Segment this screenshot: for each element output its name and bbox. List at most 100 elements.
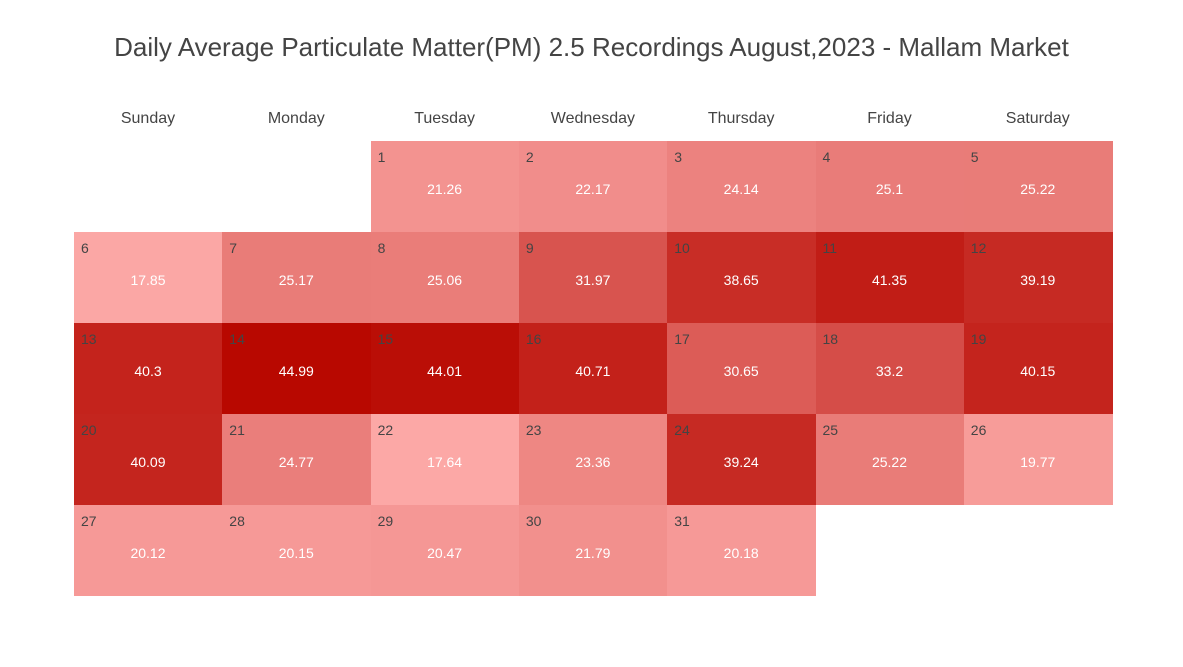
chart-title: Daily Average Particulate Matter(PM) 2.5… bbox=[114, 32, 1069, 62]
day-cell: 20 40.09 bbox=[74, 414, 223, 505]
day-value-label: 38.65 bbox=[723, 272, 759, 288]
day-cell: 24 39.24 bbox=[667, 414, 817, 505]
day-cell: 16 40.71 bbox=[518, 323, 668, 414]
day-value-label: 25.22 bbox=[871, 454, 908, 470]
day-number-label: 26 bbox=[970, 422, 987, 438]
day-value-label: 25.22 bbox=[1020, 181, 1056, 197]
day-cell: 5 25.22 bbox=[963, 141, 1113, 232]
day-number-label: 8 bbox=[377, 240, 386, 256]
day-number-label: 25 bbox=[822, 422, 839, 438]
day-value-label: 20.15 bbox=[278, 545, 314, 561]
day-cell: 18 33.2 bbox=[815, 323, 965, 414]
day-cell: 17 30.65 bbox=[667, 323, 817, 414]
day-value-label: 39.24 bbox=[723, 454, 759, 470]
day-cell: 2 22.17 bbox=[518, 141, 668, 232]
weekday-header-friday: Friday bbox=[867, 110, 912, 127]
day-cell: 11 41.35 bbox=[815, 232, 965, 323]
day-cell: 10 38.65 bbox=[667, 232, 817, 323]
day-cell: 30 21.79 bbox=[518, 505, 668, 596]
day-number-label: 21 bbox=[229, 422, 245, 438]
weekday-header-tuesday: Tuesday bbox=[414, 110, 475, 127]
day-cell: 3 24.14 bbox=[667, 141, 817, 232]
day-number-label: 29 bbox=[377, 513, 394, 529]
day-cell: 19 40.15 bbox=[963, 323, 1113, 414]
day-cell: 15 44.01 bbox=[370, 323, 520, 414]
day-number-label: 16 bbox=[525, 331, 542, 347]
day-cell: 22 17.64 bbox=[370, 414, 520, 505]
day-cell: 13 40.3 bbox=[74, 323, 223, 414]
day-value-label: 20.18 bbox=[723, 545, 759, 561]
day-value-label: 20.12 bbox=[130, 545, 166, 561]
day-value-label: 25.1 bbox=[875, 181, 904, 197]
day-value-label: 40.09 bbox=[130, 454, 166, 470]
day-number-label: 22 bbox=[377, 422, 394, 438]
day-number-label: 10 bbox=[674, 240, 690, 256]
day-cell: 25 25.22 bbox=[815, 414, 965, 505]
day-value-label: 41.35 bbox=[871, 272, 908, 288]
day-cell: 28 20.15 bbox=[222, 505, 372, 596]
day-cell: 27 20.12 bbox=[74, 505, 223, 596]
day-number-label: 20 bbox=[81, 422, 97, 438]
day-number-label: 30 bbox=[525, 513, 542, 529]
day-value-label: 21.26 bbox=[427, 181, 463, 197]
day-value-label: 40.15 bbox=[1020, 363, 1056, 379]
day-number-label: 2 bbox=[525, 149, 534, 165]
day-value-label: 44.99 bbox=[278, 363, 314, 379]
day-number-label: 18 bbox=[822, 331, 839, 347]
day-value-label: 30.65 bbox=[723, 363, 759, 379]
day-number-label: 15 bbox=[377, 331, 394, 347]
day-value-label: 33.2 bbox=[875, 363, 904, 379]
day-cell: 31 20.18 bbox=[667, 505, 817, 596]
day-cell: 26 19.77 bbox=[963, 414, 1113, 505]
day-number-label: 23 bbox=[525, 422, 542, 438]
day-number-label: 5 bbox=[970, 149, 979, 165]
day-value-label: 40.71 bbox=[575, 363, 611, 379]
day-value-label: 21.79 bbox=[575, 545, 611, 561]
day-cell: 14 44.99 bbox=[222, 323, 372, 414]
day-cell: 29 20.47 bbox=[370, 505, 520, 596]
day-number-label: 1 bbox=[377, 149, 386, 165]
day-number-label: 12 bbox=[970, 240, 987, 256]
day-value-label: 40.3 bbox=[134, 363, 162, 379]
day-number-label: 31 bbox=[674, 513, 690, 529]
day-value-label: 17.64 bbox=[427, 454, 463, 470]
day-cell: 1 21.26 bbox=[370, 141, 520, 232]
day-cell: 21 24.77 bbox=[222, 414, 372, 505]
day-value-label: 25.06 bbox=[427, 272, 463, 288]
day-value-label: 31.97 bbox=[575, 272, 611, 288]
day-value-label: 39.19 bbox=[1020, 272, 1056, 288]
day-value-label: 24.14 bbox=[723, 181, 759, 197]
day-cell: 8 25.06 bbox=[370, 232, 520, 323]
weekday-header-sunday: Sunday bbox=[120, 110, 176, 127]
day-number-label: 6 bbox=[81, 240, 89, 256]
weekday-header-monday: Monday bbox=[267, 110, 325, 127]
day-number-label: 19 bbox=[970, 331, 987, 347]
day-number-label: 17 bbox=[674, 331, 690, 347]
day-value-label: 24.77 bbox=[278, 454, 314, 470]
day-number-label: 7 bbox=[229, 240, 238, 256]
day-value-label: 44.01 bbox=[427, 363, 463, 379]
day-cell: 12 39.19 bbox=[963, 232, 1113, 323]
day-cell: 9 31.97 bbox=[518, 232, 668, 323]
day-number-label: 13 bbox=[81, 331, 97, 347]
day-number-label: 4 bbox=[822, 149, 831, 165]
day-value-label: 23.36 bbox=[575, 454, 611, 470]
day-number-label: 9 bbox=[525, 240, 534, 256]
day-value-label: 20.47 bbox=[427, 545, 463, 561]
weekday-header-thursday: Thursday bbox=[707, 110, 775, 127]
day-value-label: 22.17 bbox=[575, 181, 611, 197]
weekday-header-wednesday: Wednesday bbox=[550, 110, 635, 127]
day-number-label: 28 bbox=[229, 513, 245, 529]
day-number-label: 27 bbox=[81, 513, 97, 529]
day-number-label: 24 bbox=[674, 422, 690, 438]
day-number-label: 11 bbox=[822, 240, 838, 256]
day-number-label: 14 bbox=[229, 331, 245, 347]
day-number-label: 3 bbox=[674, 149, 682, 165]
weekday-header-saturday: Saturday bbox=[1005, 110, 1070, 127]
day-value-label: 17.85 bbox=[130, 272, 166, 288]
day-cell: 4 25.1 bbox=[815, 141, 965, 232]
day-cell: 6 17.85 bbox=[74, 232, 223, 323]
day-cell: 23 23.36 bbox=[518, 414, 668, 505]
day-cell: 7 25.17 bbox=[222, 232, 372, 323]
